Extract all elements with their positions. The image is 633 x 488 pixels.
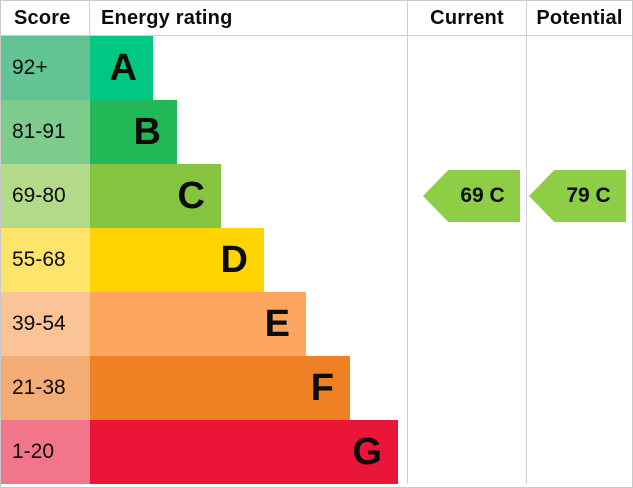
header-current: Current — [408, 1, 527, 35]
band-bar-zone: C — [90, 164, 408, 228]
potential-column-cell — [527, 420, 632, 484]
band-row-b: 81-91 B — [1, 100, 632, 164]
band-bar-zone: E — [90, 292, 408, 356]
header-row: Score Energy rating Current Potential — [1, 1, 632, 36]
band-bar-zone: F — [90, 356, 408, 420]
band-bar-b: B — [90, 100, 177, 164]
header-potential: Potential — [536, 6, 623, 29]
current-column-cell: 69 C — [408, 164, 527, 228]
current-column-cell — [408, 420, 527, 484]
band-row-a: 92+ A — [1, 36, 632, 100]
current-column-cell — [408, 100, 527, 164]
band-score-label: 81-91 — [1, 100, 90, 164]
potential-column-cell: 79 C — [527, 164, 632, 228]
band-bar-zone: A — [90, 36, 408, 100]
potential-column-cell — [527, 292, 632, 356]
band-row-d: 55-68 D — [1, 228, 632, 292]
band-bar-d: D — [90, 228, 264, 292]
current-column-cell — [408, 292, 527, 356]
band-score-label: 39-54 — [1, 292, 90, 356]
band-bar-zone: D — [90, 228, 408, 292]
band-bar-f: F — [90, 356, 350, 420]
band-score-label: 92+ — [1, 36, 90, 100]
header-score: Score — [1, 1, 90, 35]
current-column-cell — [408, 36, 527, 100]
band-score-label: 1-20 — [1, 420, 90, 484]
band-row-f: 21-38 F — [1, 356, 632, 420]
header-energy-rating: Energy rating — [90, 1, 408, 35]
potential-column-cell — [527, 36, 632, 100]
band-bar-c: C — [90, 164, 221, 228]
potential-column-cell — [527, 228, 632, 292]
band-score-label: 21-38 — [1, 356, 90, 420]
band-rows: 92+ A 81-91 B 69-80 C 69 C 79 C — [1, 36, 632, 487]
band-row-e: 39-54 E — [1, 292, 632, 356]
current-rating-arrow: 69 C — [423, 170, 520, 222]
potential-column-cell — [527, 100, 632, 164]
band-score-label: 69-80 — [1, 164, 90, 228]
band-row-g: 1-20 G — [1, 420, 632, 484]
band-bar-a: A — [90, 36, 153, 100]
band-bar-zone: B — [90, 100, 408, 164]
current-column-cell — [408, 356, 527, 420]
potential-column-cell — [527, 356, 632, 420]
band-bar-g: G — [90, 420, 398, 484]
potential-rating-arrow: 79 C — [529, 170, 626, 222]
band-bar-zone: G — [90, 420, 408, 484]
band-row-c: 69-80 C 69 C 79 C — [1, 164, 632, 228]
band-score-label: 55-68 — [1, 228, 90, 292]
band-bar-e: E — [90, 292, 306, 356]
current-column-cell — [408, 228, 527, 292]
